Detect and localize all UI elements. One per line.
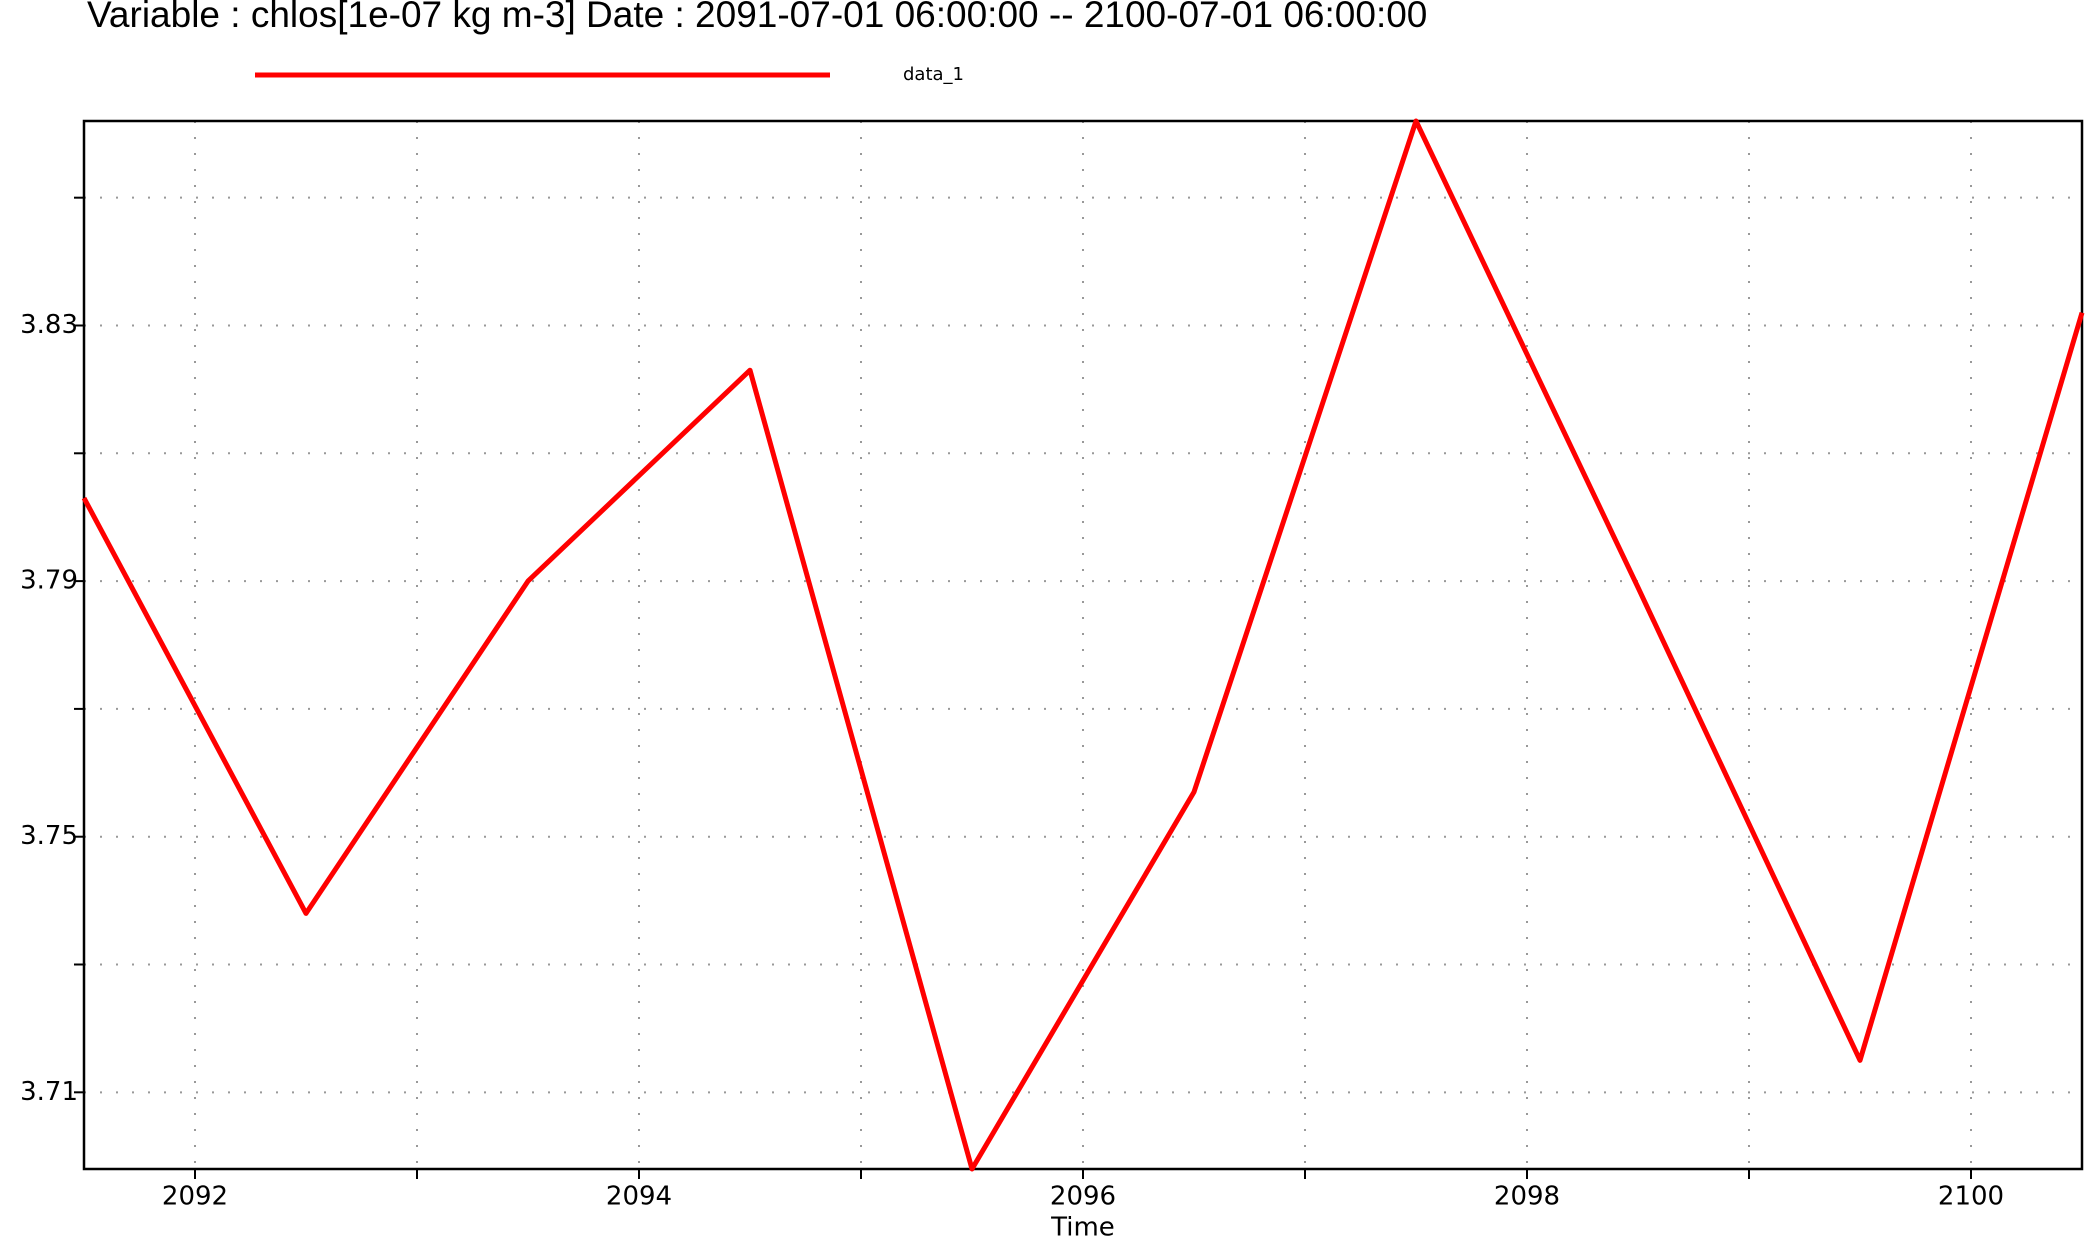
x-tick-label: 2096 xyxy=(1050,1182,1116,1212)
chart-title: Variable : chlos[1e-07 kg m-3] Date : 20… xyxy=(87,0,1427,35)
x-tick-label: 2094 xyxy=(606,1182,672,1212)
x-tick-label: 2092 xyxy=(162,1182,228,1212)
data-line xyxy=(81,118,2085,1172)
y-tick-label: 3.71 xyxy=(20,1077,78,1107)
x-tick-label: 2098 xyxy=(1494,1182,1560,1212)
y-tick-label: 3.75 xyxy=(20,821,78,851)
x-tick-label: 2100 xyxy=(1938,1182,2004,1212)
plot-frame xyxy=(82,119,2084,1171)
y-tick-label: 3.79 xyxy=(20,566,78,596)
x-axis-label: Time xyxy=(1050,1213,1115,1238)
legend-label: data_1 xyxy=(903,64,964,85)
y-tick-label: 3.83 xyxy=(20,310,78,340)
